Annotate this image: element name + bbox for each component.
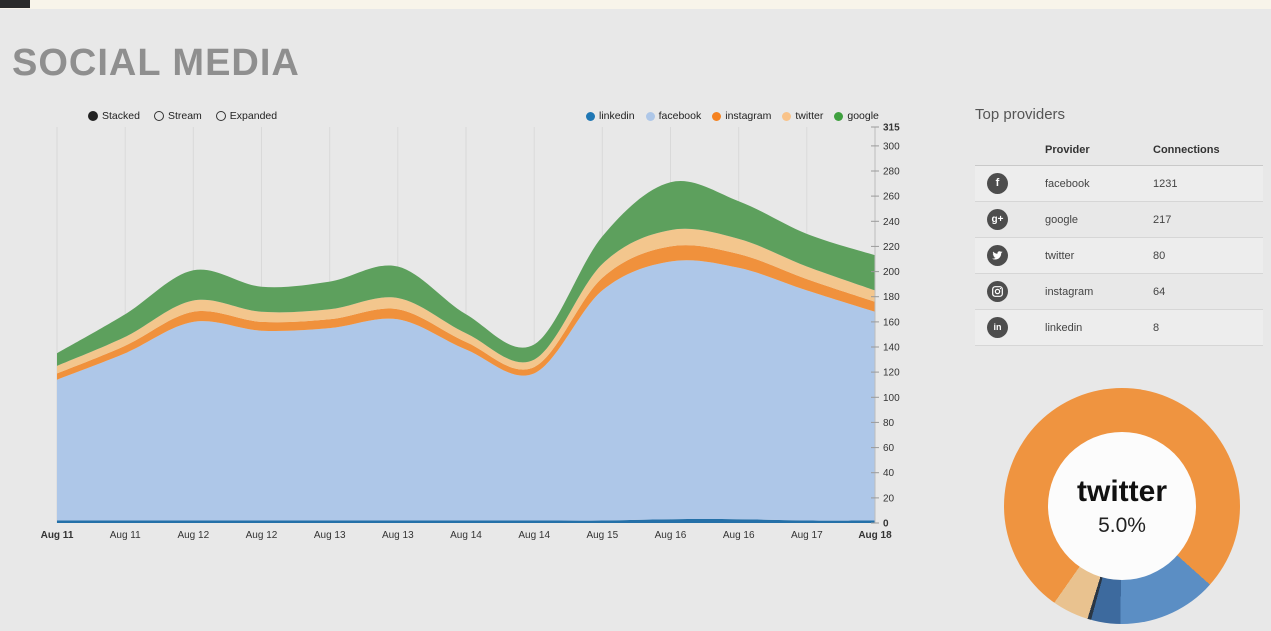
provider-connections: 80 [1149,237,1263,274]
radio-icon [153,111,164,121]
legend-dot-icon [645,111,655,121]
legend-label: google [847,110,879,122]
provider-row-linkedin: in linkedin 8 [975,309,1263,346]
google-plus-icon: g+ [987,209,1008,230]
legend-item-linkedin[interactable]: linkedin [586,110,635,122]
x-tick-label: Aug 14 [518,530,550,541]
table-header-row: Provider Connections [975,135,1263,166]
top-strip-dark-corner [0,0,30,8]
x-tick-label: Aug 16 [655,530,687,541]
y-tick-label: 20 [883,493,895,504]
legend-item-twitter[interactable]: twitter [782,110,823,122]
provider-name: facebook [1041,165,1149,202]
provider-connections: 1231 [1149,165,1263,202]
column-icon [975,135,1041,166]
mode-label: Expanded [229,110,278,122]
provider-row-instagram: instagram 64 [975,273,1263,310]
top-providers-table: Provider Connections f facebook 1231 g+ googl… [975,135,1263,346]
y-tick-label: 280 [883,167,900,178]
legend-label: facebook [658,110,702,122]
x-tick-label: Aug 15 [586,530,618,541]
x-tick-label: Aug 17 [791,530,823,541]
x-tick-label: Aug 12 [246,530,278,541]
twitter-icon [987,245,1008,266]
area-google[interactable] [57,181,875,366]
x-tick-label: Aug 14 [450,530,482,541]
provider-row-google: g+ google 217 [975,201,1263,238]
stacked-area-chart[interactable]: 0 20 40 60 80 100 120 140 160 180 200 220 240 260 280 3… [40,100,920,555]
x-tick-label: Aug 12 [177,530,209,541]
provider-connections: 64 [1149,273,1263,310]
mode-label: Stream [167,110,202,122]
chart-mode-controls: Stacked Stream Expanded [88,110,277,122]
mode-stacked[interactable]: Stacked [88,110,140,122]
y-tick-label: 315 [883,123,900,134]
legend-dot-icon [782,111,792,121]
provider-name: instagram [1041,273,1149,310]
provider-row-twitter: twitter 80 [975,237,1263,274]
legend-dot-icon [586,111,595,121]
instagram-icon [987,281,1008,302]
area-linkedin[interactable] [57,519,875,523]
provider-connections: 8 [1149,309,1263,346]
y-tick-label: 240 [883,217,900,228]
column-provider: Provider [1041,135,1149,166]
provider-name: twitter [1041,237,1149,274]
top-providers-panel: Top providers Provider Connections f faceb… [975,106,1263,346]
x-tick-label: Aug 13 [314,530,346,541]
y-tick-label: 200 [883,267,900,278]
y-tick-label: 80 [883,418,895,429]
page-title: SOCIAL MEDIA [12,42,300,84]
chart-legend: linkedin facebook instagram twitter google [586,110,879,122]
facebook-icon: f [987,173,1008,194]
column-connections: Connections [1149,135,1263,166]
y-tick-label: 100 [883,393,900,404]
legend-dot-icon [712,111,722,121]
y-tick-label: 300 [883,141,900,152]
y-tick-label: 120 [883,368,900,379]
area-facebook[interactable] [57,260,875,521]
legend-item-google[interactable]: google [834,110,879,122]
donut-center-value: 5.0% [1098,513,1146,537]
legend-label: twitter [795,110,824,122]
radio-icon [215,111,226,121]
donut-hole: twitter 5.0% [1048,432,1196,580]
mode-label: Stacked [102,110,140,122]
legend-item-facebook[interactable]: facebook [645,110,702,122]
donut-center-label: twitter [1077,474,1167,508]
y-tick-label: 40 [883,468,895,479]
x-tick-label: Aug 11 [41,530,74,541]
x-tick-label: Aug 13 [382,530,414,541]
top-strip [0,0,1271,9]
legend-label: instagram [725,110,772,122]
provider-connections: 217 [1149,201,1263,238]
top-providers-title: Top providers [975,106,1066,123]
y-tick-label: 260 [883,192,900,203]
provider-name: google [1041,201,1149,238]
legend-label: linkedin [599,110,635,122]
y-tick-label: 180 [883,292,900,303]
legend-dot-icon [834,111,844,121]
x-tick-label: Aug 18 [858,530,892,541]
x-tick-label: Aug 11 [110,530,141,541]
y-tick-label: 220 [883,242,900,253]
linkedin-icon: in [987,317,1008,338]
y-tick-label: 60 [883,443,895,454]
x-tick-label: Aug 16 [723,530,755,541]
y-tick-label: 140 [883,343,900,354]
provider-row-facebook: f facebook 1231 [975,165,1263,202]
radio-icon [88,111,98,121]
y-tick-label: 160 [883,317,900,328]
mode-expanded[interactable]: Expanded [215,110,278,122]
y-tick-label: 0 [883,519,889,530]
mode-stream[interactable]: Stream [153,110,202,122]
provider-name: linkedin [1041,309,1149,346]
legend-item-instagram[interactable]: instagram [712,110,771,122]
